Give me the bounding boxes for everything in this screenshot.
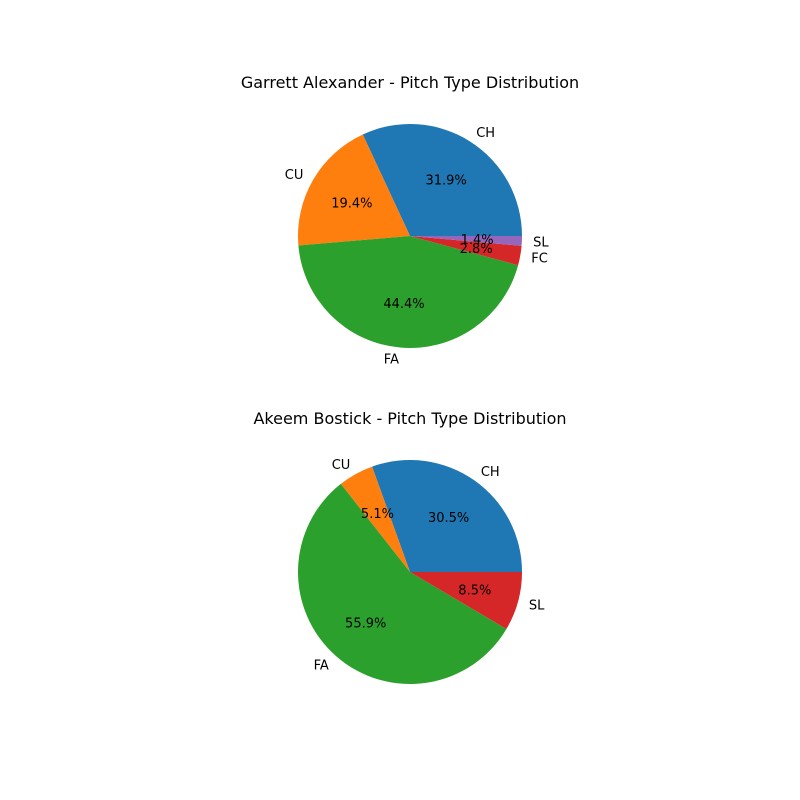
slice-percent-label: 19.4% (331, 196, 372, 211)
pie-chart-garrett-alexander: Garrett Alexander - Pitch Type Distribut… (241, 73, 579, 368)
pie-slice-sl (410, 572, 522, 630)
slice-category-label: CH (481, 465, 500, 480)
slice-category-label: SL (533, 235, 549, 250)
slice-percent-label: 8.5% (458, 584, 491, 599)
slice-category-label: CU (285, 168, 304, 183)
pie-slice-fa (298, 483, 507, 684)
pie-slice-ch (372, 460, 522, 572)
pie-slices (298, 460, 522, 684)
slice-category-label: CU (332, 458, 351, 473)
pie-slice-fc (410, 236, 522, 266)
pie-chart-akeem-bostick: Akeem Bostick - Pitch Type Distribution … (253, 409, 567, 684)
slice-category-label: FA (314, 659, 329, 674)
slice-percent-label: 30.5% (428, 511, 469, 526)
slice-category-label: SL (529, 599, 545, 614)
slice-percent-label: 2.8% (460, 242, 493, 257)
slice-percent-label: 44.4% (383, 297, 424, 312)
slice-percent-label: 55.9% (345, 617, 386, 632)
pie-slice-cu (298, 134, 410, 246)
chart-title: Garrett Alexander - Pitch Type Distribut… (241, 73, 579, 92)
pie-slice-fa (298, 236, 519, 349)
slice-percent-label: 31.9% (425, 173, 466, 188)
slice-percent-label: 5.1% (361, 507, 394, 522)
pie-slice-ch (362, 123, 522, 236)
slice-category-label: CH (476, 126, 495, 141)
pie-labels: CH 31.9% CU 19.4% FA 44.4% FC 2.8% SL 1.4% (285, 126, 550, 368)
slice-category-label: FC (531, 252, 548, 267)
pie-slice-cu (340, 466, 410, 572)
chart-title: Akeem Bostick - Pitch Type Distribution (253, 409, 566, 428)
pie-slices (298, 123, 522, 349)
slice-percent-label: 1.4% (461, 233, 494, 248)
pie-labels: CH 30.5% CU 5.1% FA 55.9% SL 8.5% (314, 458, 545, 673)
slice-category-label: FA (384, 353, 399, 368)
pie-slice-sl (410, 236, 522, 246)
